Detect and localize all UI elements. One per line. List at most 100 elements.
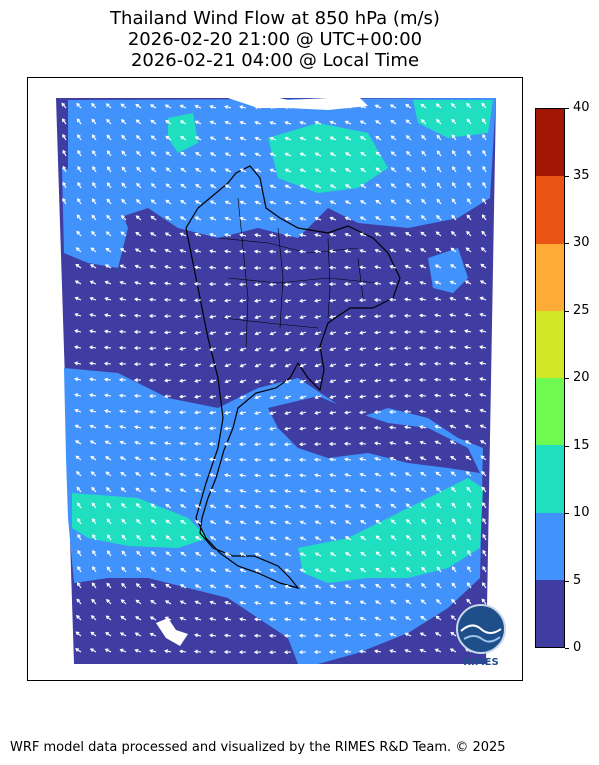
wind-arrow-head — [164, 472, 169, 477]
wind-arrow-head — [467, 165, 471, 170]
wind-arrow-head — [104, 329, 109, 334]
wind-arrow-head — [254, 536, 259, 541]
wind-arrow-head — [421, 534, 426, 539]
wind-arrow-head — [421, 166, 426, 171]
wind-arrow-head — [421, 566, 426, 571]
wind-arrow-head — [358, 298, 363, 303]
wind-arrow-head — [194, 216, 199, 221]
wind-arrow-head — [359, 394, 364, 399]
wind-arrow-head — [164, 281, 169, 286]
wind-arrow-head — [239, 249, 244, 254]
wind-arrow-head — [329, 395, 334, 399]
wind-arrow-head — [164, 616, 169, 621]
wind-arrow-head — [482, 565, 486, 570]
wind-arrow-head — [479, 393, 484, 397]
wind-arrow-head — [76, 614, 80, 619]
wind-arrow-head — [105, 632, 110, 636]
wind-arrow-head — [359, 200, 364, 204]
wind-arrow-head — [390, 199, 395, 204]
wind-arrow-head — [344, 331, 349, 335]
wind-arrow-head — [254, 395, 259, 400]
wind-arrow-head — [239, 200, 244, 205]
wind-arrow-head — [89, 377, 94, 382]
wind-arrow-head — [133, 393, 138, 398]
rimes-logo: RIMES — [456, 604, 506, 667]
wind-arrow-head — [77, 533, 81, 538]
wind-arrow-head — [224, 584, 229, 589]
wind-arrow-head — [268, 282, 274, 287]
wind-arrow-head — [148, 378, 153, 383]
colorbar-tick — [565, 580, 569, 582]
wind-arrow-head — [343, 649, 348, 654]
wind-arrow-head — [208, 649, 213, 654]
wind-arrow-head — [121, 550, 126, 555]
wind-arrow-head — [254, 617, 259, 622]
colorbar-segment — [536, 310, 564, 378]
wind-arrow-head — [329, 168, 334, 172]
wind-arrow-head — [329, 504, 334, 509]
wind-arrow-head — [269, 504, 274, 509]
wind-arrow-head — [451, 118, 456, 123]
wind-arrow-head — [194, 488, 199, 493]
wind-arrow-head — [254, 136, 259, 141]
wind-arrow-head — [149, 456, 154, 461]
wind-arrow-head — [374, 616, 379, 621]
wind-arrow-head — [62, 197, 66, 202]
wind-arrow-head — [254, 379, 259, 384]
wind-arrow-head — [195, 536, 200, 540]
wind-arrow-head — [268, 442, 273, 447]
wind-arrow-head — [298, 282, 304, 287]
wind-arrow-head — [434, 648, 439, 653]
wind-arrow-head — [179, 616, 184, 621]
wind-arrow-head — [179, 394, 184, 399]
wind-arrow-head — [482, 517, 486, 522]
wind-arrow-head — [283, 633, 288, 638]
wind-arrow-head — [329, 410, 334, 415]
wind-arrow-head — [179, 265, 184, 270]
wind-arrow-head — [466, 598, 471, 603]
wind-arrow-head — [76, 598, 81, 603]
wind-arrow-head — [209, 600, 214, 605]
wind-arrow-head — [209, 120, 214, 125]
colorbar-tick-label: 35 — [573, 167, 590, 183]
wind-arrow-head — [195, 168, 200, 172]
wind-arrow-head — [466, 502, 471, 507]
wind-arrow-head — [179, 362, 184, 367]
wind-zone-strong-far-ne — [413, 100, 493, 138]
wind-arrow-head — [224, 536, 229, 540]
wind-arrow-head — [418, 377, 423, 382]
wind-arrow-head — [254, 315, 259, 320]
wind-arrow-head — [390, 183, 395, 188]
wind-arrow-head — [89, 313, 94, 317]
wind-arrow-head — [150, 583, 155, 588]
wind-arrow-head — [224, 347, 229, 352]
wind-arrow-head — [209, 568, 214, 572]
wind-arrow-head — [419, 425, 424, 430]
wind-arrow-head — [344, 104, 349, 109]
wind-arrow-head — [135, 616, 139, 620]
wind-arrow-head — [464, 361, 469, 366]
wind-arrow-head — [299, 315, 304, 320]
wind-arrow-head — [254, 426, 259, 431]
wind-arrow-head — [404, 281, 409, 286]
colorbar-segment — [536, 176, 564, 244]
wind-arrow-head — [390, 215, 395, 220]
wind-arrow-head — [390, 167, 395, 171]
wind-arrow-head — [284, 120, 289, 125]
wind-arrow-head — [223, 457, 228, 462]
logo-text: RIMES — [463, 657, 498, 667]
wind-arrow-head — [405, 487, 410, 492]
wind-arrow-head — [375, 135, 380, 140]
wind-arrow-head — [165, 183, 170, 188]
wind-arrow-head — [224, 298, 229, 303]
wind-arrow-head — [373, 410, 378, 415]
wind-arrow-head — [467, 149, 471, 154]
wind-arrow-head — [269, 363, 274, 368]
wind-arrow-head — [77, 517, 81, 522]
wind-arrow-head — [314, 347, 319, 352]
wind-arrow-head — [388, 394, 393, 399]
wind-arrow-head — [180, 535, 185, 540]
wind-arrow-head — [284, 601, 289, 605]
wind-arrow-head — [209, 617, 214, 621]
wind-arrow-head — [209, 457, 214, 462]
